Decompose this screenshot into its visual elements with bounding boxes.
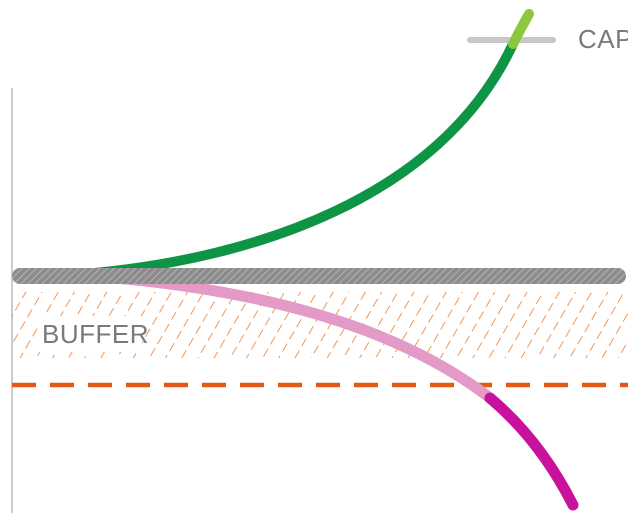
cap-label: CAP <box>578 24 628 54</box>
green-curve-tip <box>508 9 534 49</box>
green-curve <box>90 39 518 278</box>
magenta-curve <box>484 392 579 511</box>
buffer-label-backing <box>38 316 142 352</box>
buffer-label: BUFFER <box>42 319 149 349</box>
baseline-bar <box>12 268 626 284</box>
